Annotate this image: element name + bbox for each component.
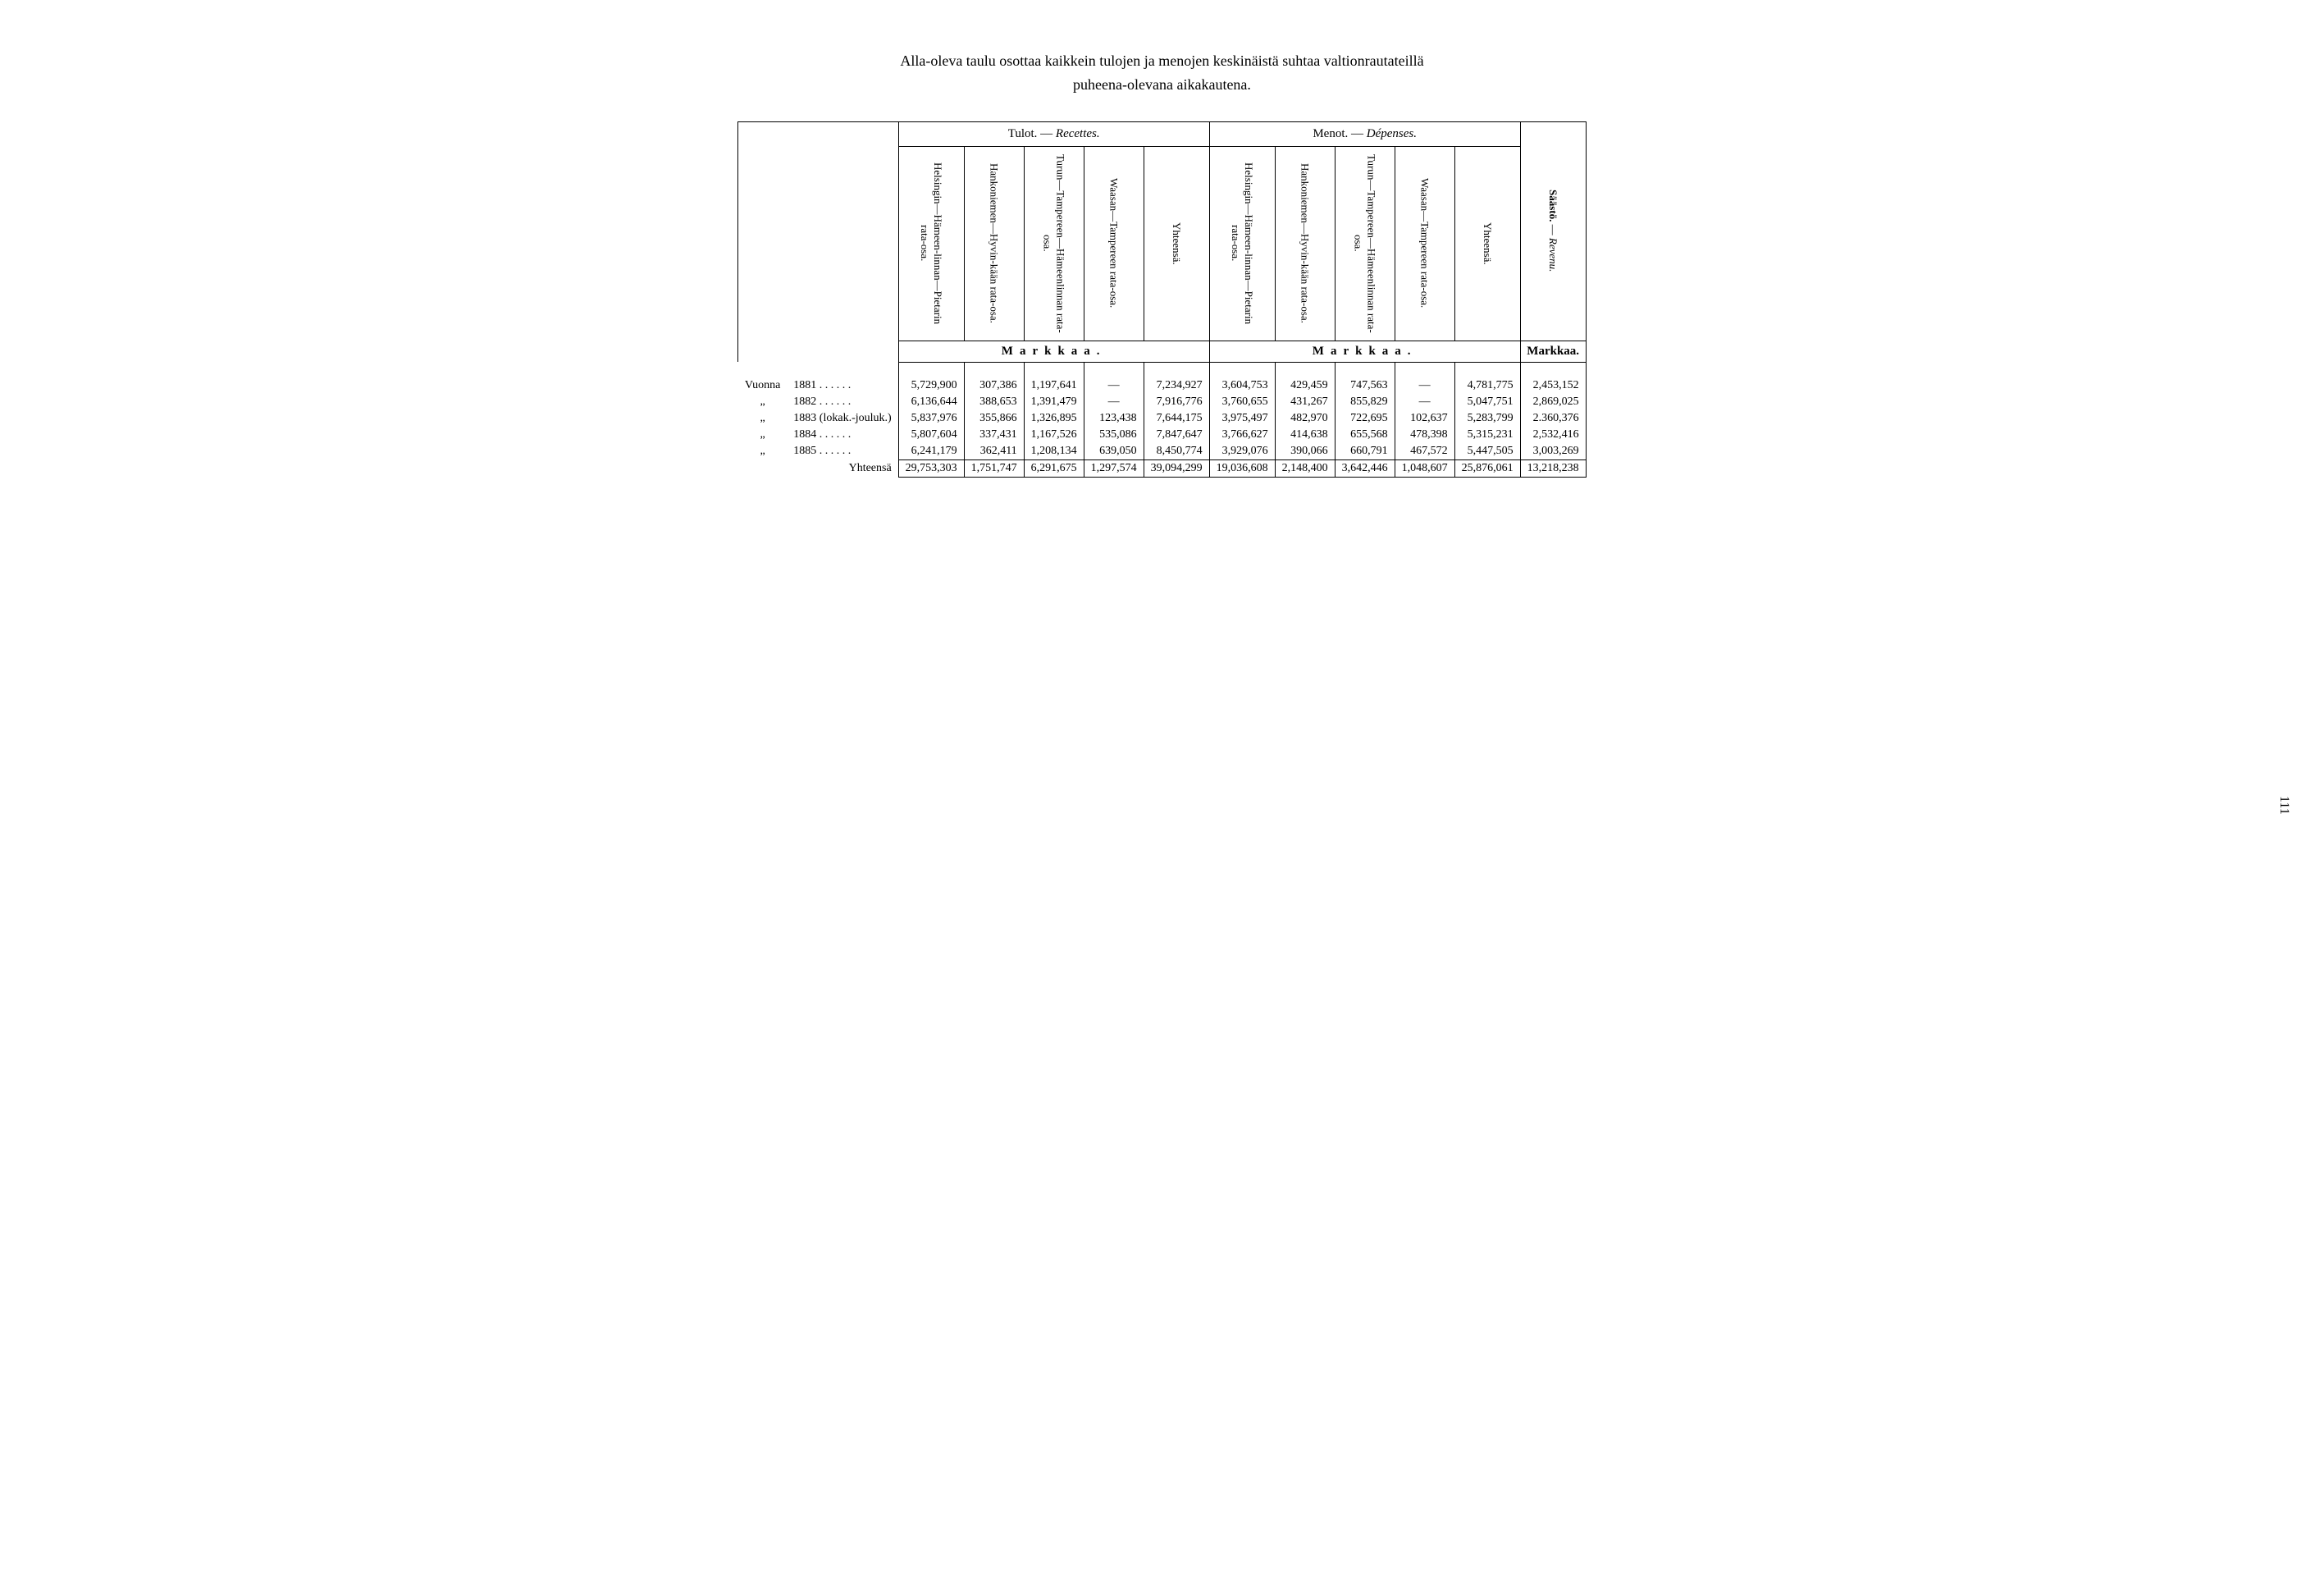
- row-prefix: „: [738, 410, 787, 427]
- intro-line2: puheena-olevana aikakautena.: [1073, 76, 1251, 93]
- table-row: „ 1882 . . . . . . 6,136,644 388,653 1,3…: [738, 394, 1586, 410]
- col3-header: Turun—Tampereen—Hämeenlinnan rata-osa.: [1024, 146, 1084, 341]
- row-prefix: Vuonna: [738, 377, 787, 394]
- row-prefix: „: [738, 394, 787, 410]
- col5-header: Yhteensä.: [1144, 146, 1209, 341]
- col10-header: Yhteensä.: [1454, 146, 1520, 341]
- table-row: „ 1883 (lokak.-jouluk.) 5,837,976 355,86…: [738, 410, 1586, 427]
- row-year: 1883 (lokak.-jouluk.): [787, 410, 898, 427]
- markkaa-menot: Markkaa.: [1209, 341, 1520, 362]
- col8-header: Turun—Tampereen—Hämeenlinnan rata-osa.: [1335, 146, 1395, 341]
- col7-header: Hankoniemen—Hyvin-kään rata-osa.: [1275, 146, 1335, 341]
- table-row: Vuonna 1881 . . . . . . 5,729,900 307,38…: [738, 377, 1586, 394]
- intro-line1: Alla-oleva taulu osottaa kaikkein tuloje…: [900, 53, 1423, 69]
- row-year: 1885 . . . . . .: [787, 443, 898, 460]
- menot-header: Menot. — Dépenses.: [1209, 121, 1520, 146]
- tulot-header: Tulot. — Recettes.: [898, 121, 1209, 146]
- row-year: 1882 . . . . . .: [787, 394, 898, 410]
- table-body: Vuonna 1881 . . . . . . 5,729,900 307,38…: [738, 362, 1586, 477]
- table-row: „ 1885 . . . . . . 6,241,179 362,411 1,2…: [738, 443, 1586, 460]
- row-year: 1884 . . . . . .: [787, 427, 898, 443]
- saasto-header: Säästö. — Revenu.: [1520, 121, 1586, 341]
- col2-header: Hankoniemen—Hyvin-kään rata-osa.: [964, 146, 1024, 341]
- col9-header: Waasan—Tampereen rata-osa.: [1395, 146, 1454, 341]
- total-row: Yhteensä 29,753,303 1,751,747 6,291,675 …: [738, 459, 1586, 477]
- row-prefix: „: [738, 443, 787, 460]
- yhteensa-label: Yhteensä: [738, 459, 898, 477]
- corner-blank: [738, 121, 898, 362]
- row-year: 1881 . . . . . .: [787, 377, 898, 394]
- table-row: „ 1884 . . . . . . 5,807,604 337,431 1,1…: [738, 427, 1586, 443]
- col6-header: Helsingin—Hämeen-linnan—Pietarin rata-os…: [1209, 146, 1275, 341]
- col1-header: Helsingin—Hämeen-linnan—Pietarin rata-os…: [898, 146, 964, 341]
- markkaa-tulot: Markkaa.: [898, 341, 1209, 362]
- markkaa-saasto: Markkaa.: [1520, 341, 1586, 362]
- row-prefix: „: [738, 427, 787, 443]
- col4-header: Waasan—Tampereen rata-osa.: [1084, 146, 1144, 341]
- intro-text: Alla-oleva taulu osottaa kaikkein tuloje…: [33, 49, 2291, 97]
- main-table: Tulot. — Recettes. Menot. — Dépenses. Sä…: [737, 121, 1586, 478]
- page-number: 111: [2276, 796, 2291, 815]
